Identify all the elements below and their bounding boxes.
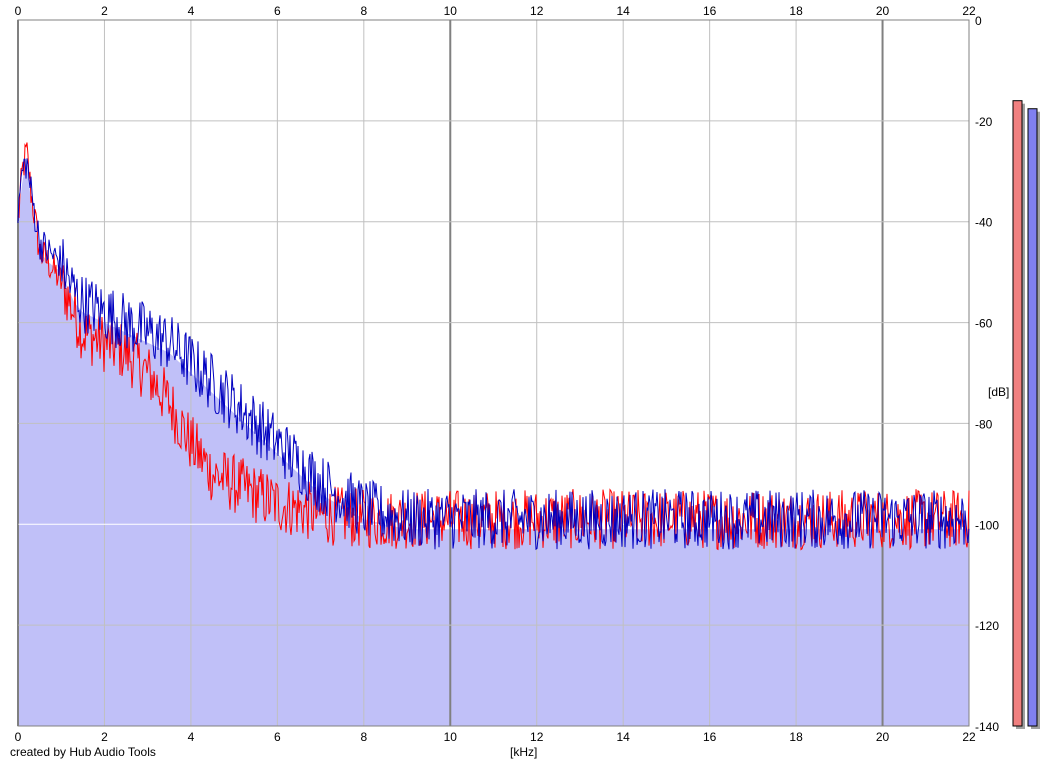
x-tick-label-bottom: 16 — [703, 730, 717, 744]
x-tick-label-bottom: 4 — [188, 730, 195, 744]
series-line-left — [17, 142, 970, 551]
y-tick-label: -20 — [975, 115, 993, 129]
level-meter-left — [1012, 100, 1023, 727]
x-tick-label-top: 14 — [617, 4, 631, 18]
x-tick-label-bottom: 2 — [101, 730, 108, 744]
credit-text: created by Hub Audio Tools — [10, 745, 156, 759]
x-tick-label-top: 22 — [962, 4, 976, 18]
plot-frame — [17, 19, 970, 727]
y-tick-label: -120 — [975, 619, 999, 633]
y-tick-label: -60 — [975, 317, 993, 331]
x-tick-label-bottom: 18 — [789, 730, 803, 744]
y-tick-label: -140 — [975, 720, 999, 734]
spectrum-fill-area — [18, 164, 969, 726]
x-tick-label-top: 0 — [15, 4, 22, 18]
y-tick-label: 0 — [975, 14, 982, 28]
x-tick-label-top: 2 — [101, 4, 108, 18]
x-tick-label-bottom: 14 — [617, 730, 631, 744]
x-tick-label-bottom: 20 — [876, 730, 890, 744]
level-meter-right — [1027, 108, 1038, 727]
x-tick-label-top: 12 — [530, 4, 544, 18]
y-tick-label: -100 — [975, 518, 999, 532]
x-axis-label: [kHz] — [510, 745, 537, 759]
x-tick-label-bottom: 12 — [530, 730, 544, 744]
x-tick-label-top: 4 — [188, 4, 195, 18]
y-axis-label: [dB] — [988, 385, 1009, 399]
x-tick-label-top: 18 — [789, 4, 803, 18]
x-tick-label-top: 6 — [274, 4, 281, 18]
series-line-right — [17, 158, 970, 551]
x-tick-label-top: 20 — [876, 4, 890, 18]
y-tick-label: -40 — [975, 216, 993, 230]
x-tick-label-top: 10 — [444, 4, 458, 18]
x-tick-label-bottom: 22 — [962, 730, 976, 744]
x-tick-label-bottom: 10 — [444, 730, 458, 744]
x-tick-label-top: 8 — [360, 4, 367, 18]
x-tick-label-bottom: 0 — [15, 730, 22, 744]
x-tick-label-bottom: 8 — [360, 730, 367, 744]
y-tick-label: -80 — [975, 417, 993, 431]
x-tick-label-top: 16 — [703, 4, 717, 18]
x-tick-label-bottom: 6 — [274, 730, 281, 744]
